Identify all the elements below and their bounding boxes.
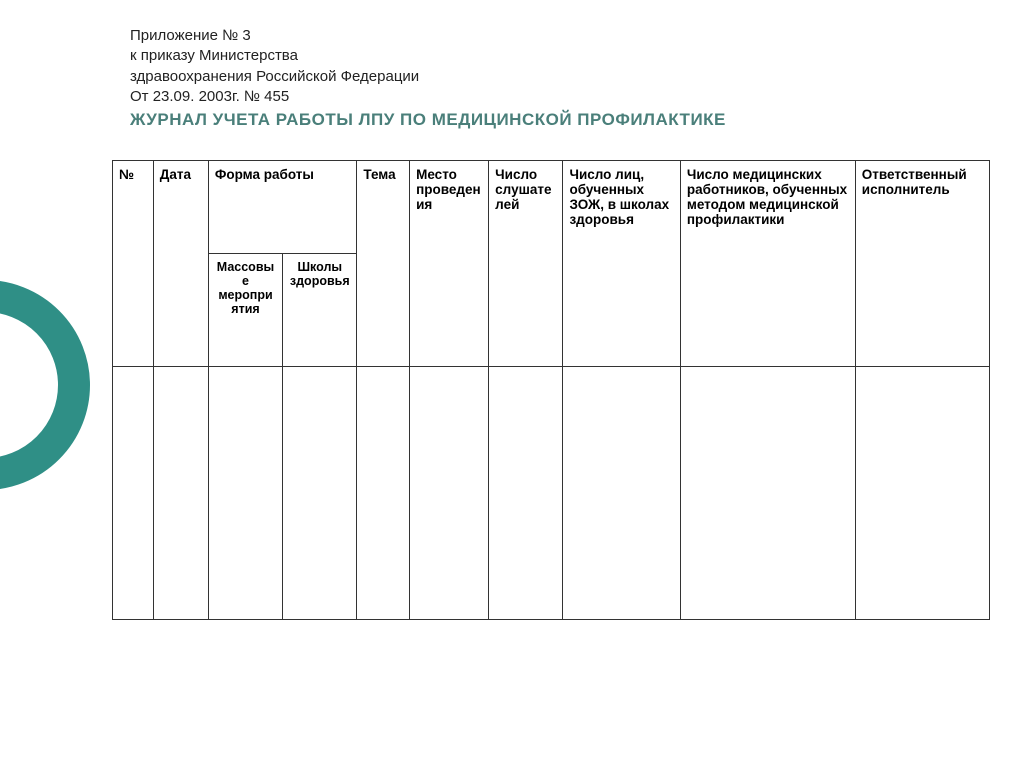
table-header-row: № Дата Форма работы Тема Место проведени… [113, 161, 990, 254]
col-responsible: Ответственный исполнитель [855, 161, 989, 367]
col-form-mass: Массовые мероприятия [208, 254, 282, 367]
cell-mass [208, 367, 282, 620]
cell-school [283, 367, 357, 620]
accent-ring [0, 280, 90, 490]
col-form-school: Школы здоровья [283, 254, 357, 367]
document-title: ЖУРНАЛ УЧЕТА РАБОТЫ ЛПУ ПО МЕДИЦИНСКОЙ П… [130, 109, 990, 132]
header-line-1: Приложение № 3 [130, 26, 990, 46]
col-zoj: Число лиц, обученных ЗОЖ, в школах здоро… [563, 161, 680, 367]
header-line-3: здравоохранения Российской Федерации [130, 67, 990, 87]
table-row [113, 367, 990, 620]
header-line-4: От 23.09. 2003г. № 455 [130, 87, 990, 107]
cell-theme [357, 367, 410, 620]
cell-responsible [855, 367, 989, 620]
cell-listeners [489, 367, 563, 620]
cell-number [113, 367, 154, 620]
document-header: Приложение № 3 к приказу Министерства зд… [130, 26, 990, 132]
header-line-2: к приказу Министерства [130, 46, 990, 66]
journal-table-container: № Дата Форма работы Тема Место проведени… [112, 160, 990, 620]
cell-zoj [563, 367, 680, 620]
cell-medworkers [680, 367, 855, 620]
col-place: Место проведения [410, 161, 489, 367]
cell-place [410, 367, 489, 620]
col-medworkers: Число медицинских работников, обученных … [680, 161, 855, 367]
col-date: Дата [153, 161, 208, 367]
cell-date [153, 367, 208, 620]
col-form: Форма работы [208, 161, 357, 254]
col-number: № [113, 161, 154, 367]
col-listeners: Число слушателей [489, 161, 563, 367]
col-theme: Тема [357, 161, 410, 367]
journal-table: № Дата Форма работы Тема Место проведени… [112, 160, 990, 620]
